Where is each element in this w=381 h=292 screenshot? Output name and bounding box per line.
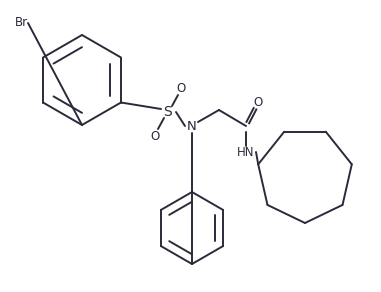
Text: O: O [150,129,160,142]
Text: O: O [176,81,186,95]
Text: HN: HN [237,147,255,159]
Text: N: N [187,119,197,133]
Text: Br: Br [15,15,28,29]
Text: S: S [163,105,172,119]
Text: O: O [253,96,263,110]
